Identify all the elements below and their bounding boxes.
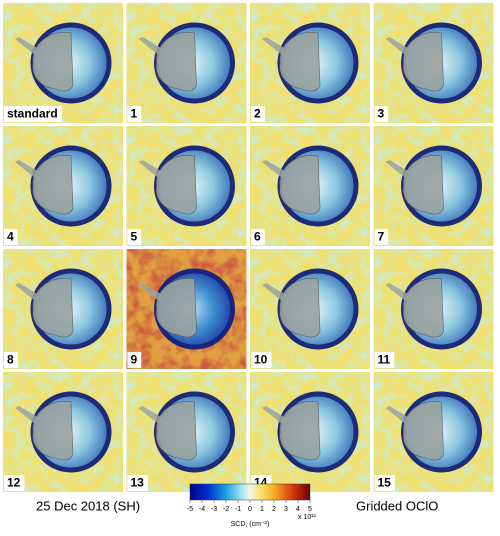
colorbar-tick-label: 3 [284, 506, 288, 513]
map-panel: standard [3, 3, 123, 123]
map-panel: 9 [126, 249, 247, 369]
peninsula [138, 160, 163, 178]
map-panel: 4 [3, 126, 123, 246]
colorbar-tick-label: -4 [199, 506, 205, 513]
panel-label: 12 [7, 476, 21, 490]
panel-label-box [127, 352, 142, 368]
panel-label: 6 [254, 230, 261, 244]
antarctica [155, 155, 197, 215]
peninsula [385, 37, 410, 55]
peninsula [138, 283, 163, 301]
colorbar-tick-label: 5 [308, 506, 312, 513]
antarctica [155, 278, 197, 338]
map-panel: 6 [250, 126, 370, 246]
colorbar [189, 483, 311, 501]
panel-label-box [251, 106, 265, 122]
panel-label-box [251, 229, 265, 245]
colorbar-multiplier: x 10¹³ [298, 514, 317, 521]
peninsula [15, 406, 39, 424]
panel-label-box [374, 106, 389, 122]
map-panel: 2 [250, 3, 370, 123]
panel-label-box [4, 352, 18, 368]
antarctica [279, 278, 321, 338]
colorbar-tick-label: 0 [248, 506, 252, 513]
panel-label: standard [7, 107, 58, 121]
peninsula [385, 406, 410, 424]
panel-label: 11 [378, 353, 391, 367]
map-panel: 12 [3, 372, 123, 492]
panel-label: 1 [131, 107, 138, 121]
map-panel: 3 [373, 3, 494, 123]
peninsula [385, 283, 410, 301]
panel-label: 7 [378, 230, 385, 244]
antarctica [402, 401, 444, 461]
colorbar-tick-label: 2 [272, 506, 276, 513]
colorbar-tick-label: -3 [211, 506, 217, 513]
peninsula [262, 406, 286, 424]
panel-label-box [374, 352, 395, 368]
peninsula [138, 406, 163, 424]
colorbar-tick-label: -1 [235, 506, 241, 513]
panel-label-box [127, 229, 142, 245]
peninsula [15, 37, 39, 55]
colorbar-ticks: -5 -4 -3 -2 -1 0 1 2 3 4 5 [187, 500, 312, 513]
colorbar-tick-label: 4 [296, 506, 300, 513]
antarctica [32, 32, 74, 92]
date-label: 25 Dec 2018 (SH) [36, 498, 140, 513]
panel-label-box [127, 475, 148, 491]
product-label: Gridded OClO [356, 498, 438, 513]
peninsula [138, 37, 163, 55]
map-panel: 1 [126, 3, 247, 123]
panel-label: 3 [378, 107, 385, 121]
antarctica [32, 401, 74, 461]
map-panel: 5 [126, 126, 247, 246]
antarctica [32, 155, 74, 215]
antarctica [279, 32, 321, 92]
panel-label: 10 [254, 353, 268, 367]
map-panel: 8 [3, 249, 123, 369]
antarctica [155, 401, 197, 461]
panel-label: 4 [7, 230, 14, 244]
panel-label-box [127, 106, 142, 122]
panel-label-box [4, 106, 62, 122]
panel-label: 8 [7, 353, 14, 367]
map-panel: 13 [126, 372, 247, 492]
map-panel: 11 [373, 249, 494, 369]
panel-label-box [4, 229, 18, 245]
panel-label: 9 [131, 353, 138, 367]
panel-label-box [251, 352, 272, 368]
panel-label: 5 [131, 230, 138, 244]
colorbar-tick-label: -5 [187, 506, 193, 513]
antarctica [155, 32, 197, 92]
antarctica [402, 155, 444, 215]
colorbar-tick-label: 1 [260, 506, 264, 513]
antarctica [402, 278, 444, 338]
peninsula [385, 160, 410, 178]
peninsula [262, 37, 286, 55]
map-panel: 7 [373, 126, 494, 246]
map-panel: 14 [250, 372, 370, 492]
panel-label-box [4, 475, 25, 491]
peninsula [15, 283, 39, 301]
antarctica [279, 155, 321, 215]
map-panel: 15 [373, 372, 494, 492]
panel-label: 2 [254, 107, 261, 121]
colorbar-label: SCD, (cm⁻²) [231, 521, 270, 528]
colorbar-tick-label: -2 [223, 506, 229, 513]
panel-label: 15 [378, 476, 392, 490]
antarctica [402, 32, 444, 92]
peninsula [15, 160, 39, 178]
panel-label-box [374, 229, 389, 245]
map-panel: 10 [250, 249, 370, 369]
panel-label: 13 [131, 476, 145, 490]
panel-label-box [374, 475, 395, 491]
peninsula [262, 283, 286, 301]
antarctica [32, 278, 74, 338]
antarctica [279, 401, 321, 461]
peninsula [262, 160, 286, 178]
